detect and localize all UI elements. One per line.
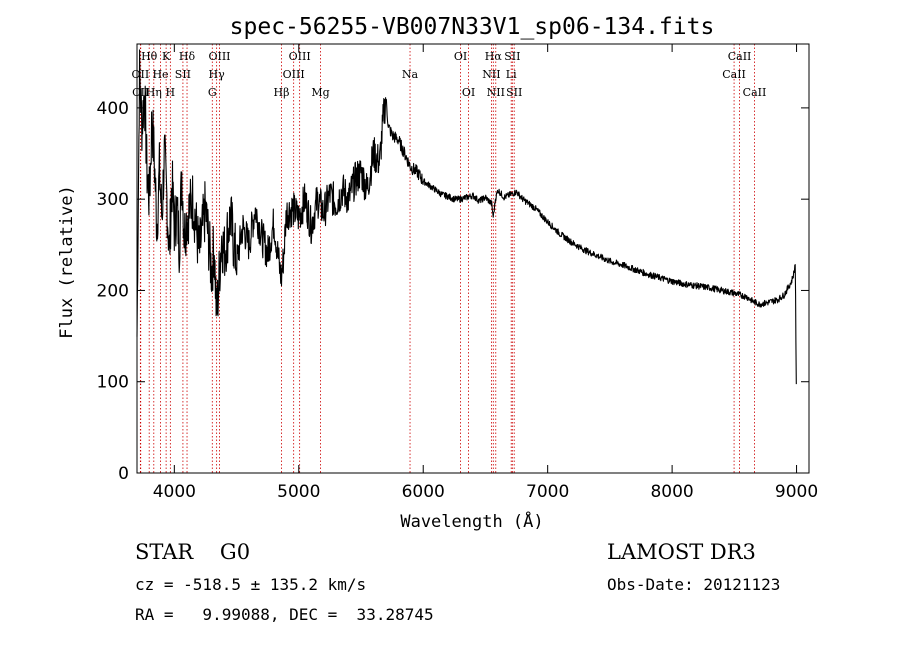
absorption-label-19: Mg [311, 86, 329, 99]
observation-date: Obs-Date: 20121123 [607, 575, 781, 594]
chart-title: spec-56255-VB007N33V1_sp06-134.fits [230, 14, 715, 40]
absorption-label-16: K [162, 50, 171, 63]
spectrum-line [136, 49, 797, 385]
emission-label-1: Hγ [209, 68, 226, 81]
absorption-label-13: CaII [722, 68, 746, 81]
x-tick-label-1: 5000 [277, 482, 320, 502]
emission-label-6: OI [454, 50, 467, 63]
absorption-label-14: CaII [728, 50, 752, 63]
emission-label-3: OIII [208, 50, 230, 63]
y-tick-label-3: 300 [97, 190, 129, 210]
y-axis: 0 100 200 300 400 [97, 99, 809, 484]
emission-label-12: SII [506, 86, 522, 99]
plot-frame [136, 43, 810, 474]
absorption-label-22: Hθ [141, 50, 158, 63]
redshift-velocity: cz = -518.5 ± 135.2 km/s [135, 575, 367, 594]
x-tick-label-5: 9000 [775, 482, 818, 502]
x-tick-label-2: 6000 [402, 482, 445, 502]
y-tick-label-2: 200 [97, 281, 129, 301]
coordinates: RA = 9.99088, DEC = 33.28745 [135, 605, 434, 624]
emission-label-8: NII [482, 68, 500, 81]
survey-name: LAMOST DR3 [607, 540, 756, 564]
emission-label-9: Hα [485, 50, 503, 63]
emission-label-0: Hδ [179, 50, 196, 63]
y-tick-label-4: 400 [97, 99, 129, 119]
absorption-label-17: H [166, 86, 176, 99]
y-axis-label: Flux (relative) [57, 185, 77, 339]
emission-label-5: OIII [289, 50, 311, 63]
absorption-label-23: He [152, 68, 168, 81]
x-axis: 4000 5000 6000 7000 8000 9000 [153, 44, 818, 502]
x-tick-label-4: 8000 [650, 482, 693, 502]
object-class: STAR G0 [135, 540, 251, 564]
y-tick-label-1: 100 [97, 373, 129, 393]
absorption-label-18: G [208, 86, 217, 99]
x-axis-label: Wavelength (Å) [400, 510, 543, 532]
emission-label-4: OIII [283, 68, 305, 81]
absorption-label-20: Na [402, 68, 419, 81]
absorption-label-15: CaII [743, 86, 767, 99]
emission-label-11: SII [504, 50, 520, 63]
absorption-label-21: Li [506, 68, 517, 81]
emission-label-10: NII [487, 86, 505, 99]
emission-label-2: Hβ [274, 86, 290, 99]
x-tick-label-3: 7000 [526, 482, 569, 502]
line-markers [139, 44, 755, 473]
x-tick-label-0: 4000 [153, 482, 196, 502]
emission-label-7: OI [462, 86, 475, 99]
absorption-label-24: Hη [146, 86, 162, 99]
absorption-label-27: SII [175, 68, 191, 81]
y-tick-label-0: 0 [118, 464, 129, 484]
